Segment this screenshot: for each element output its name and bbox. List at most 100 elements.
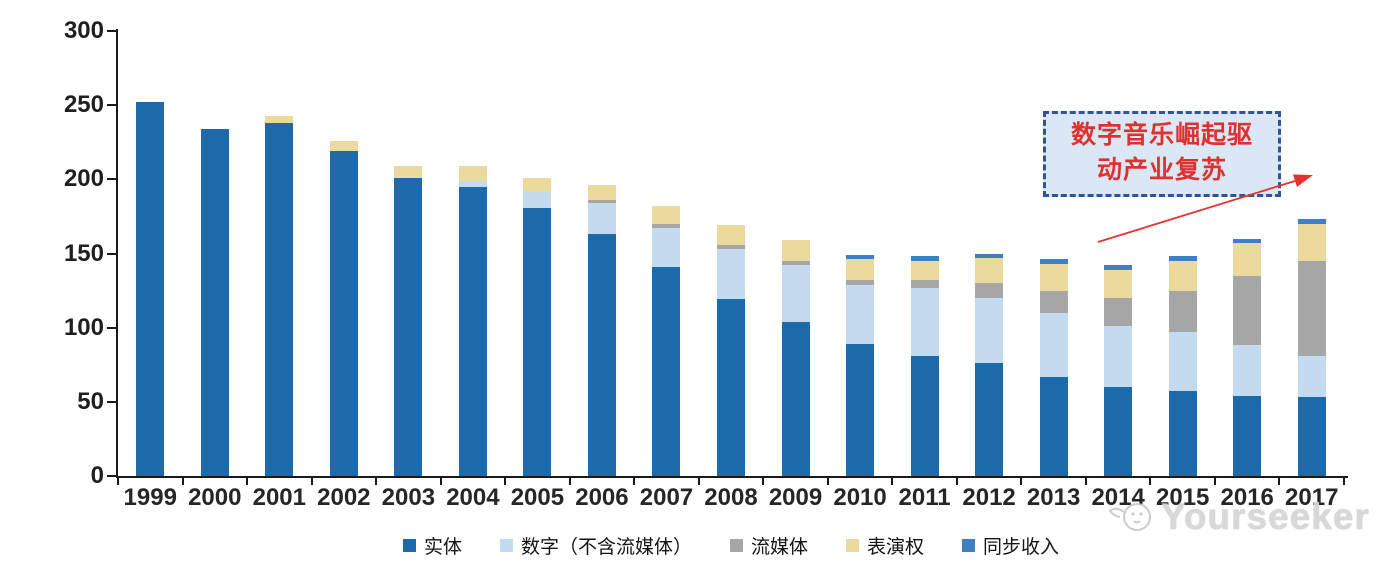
bar-segment (1039, 376, 1068, 476)
x-tick-mark (568, 478, 571, 485)
bar-segment (652, 228, 681, 267)
bar-segment (975, 257, 1004, 284)
bar-segment (394, 165, 423, 178)
bar-segment (1233, 345, 1262, 396)
bar-segment (1168, 256, 1197, 261)
legend-swatch (402, 539, 416, 552)
bar-segment (265, 122, 294, 476)
bar-segment (1233, 275, 1262, 346)
bar-segment (1233, 395, 1262, 476)
bar-segment (781, 265, 810, 322)
y-tick-mark (107, 252, 118, 255)
bar-segment (523, 207, 552, 476)
x-tick-mark (375, 478, 378, 485)
bar-segment (458, 180, 487, 187)
annotation-text-line1: 数字音乐崛起驱 (1070, 121, 1253, 149)
y-tick-mark (107, 326, 118, 329)
y-tick-label: 0 (90, 462, 104, 489)
bar-segment (265, 115, 294, 123)
bar-segment (717, 299, 745, 476)
x-axis-label: 2013 (1026, 484, 1081, 511)
x-tick-mark (1213, 478, 1216, 485)
bar-segment (652, 206, 681, 224)
bar-segment (1104, 326, 1133, 387)
x-axis-label: 2007 (639, 484, 694, 511)
x-tick-mark (891, 478, 894, 485)
x-tick-mark (310, 478, 313, 485)
bar-segment (200, 128, 229, 476)
bar-segment (1168, 391, 1197, 476)
legend-swatch (499, 539, 513, 552)
x-axis-label: 1999 (123, 484, 177, 511)
bar-segment (523, 177, 552, 192)
legend-label: 实体 (423, 537, 462, 558)
y-tick-label: 200 (63, 165, 104, 193)
bar-segment (846, 343, 875, 476)
bar-segment (1297, 219, 1326, 224)
bar-segment (587, 234, 616, 476)
bar-segment (1104, 269, 1133, 298)
legend-label: 数字（不含流媒体） (520, 537, 692, 558)
bar-segment (329, 140, 358, 152)
legend-item: 同步收入 (962, 532, 1059, 559)
bar-segment (846, 259, 875, 281)
y-tick-label: 150 (63, 239, 104, 267)
bar-segment (717, 225, 745, 245)
y-tick-label: 300 (63, 17, 104, 44)
bar-segment (1233, 243, 1262, 276)
x-axis-label: 2003 (381, 484, 436, 511)
x-axis-label: 2008 (704, 484, 758, 511)
bar-segment (846, 284, 875, 344)
x-tick-mark (1020, 478, 1023, 485)
legend-label: 同步收入 (983, 537, 1060, 558)
bar-segment (458, 186, 487, 476)
x-tick-mark (697, 478, 700, 485)
bar-segment (975, 363, 1004, 476)
y-tick-label: 100 (63, 313, 104, 341)
yourseeker-logo-icon (1108, 503, 1151, 531)
x-tick-mark (181, 478, 184, 485)
bar-segment (975, 298, 1004, 364)
x-axis-label: 2005 (510, 484, 565, 511)
x-axis-label: 2014 (1091, 484, 1145, 511)
legend-label: 流媒体 (750, 537, 808, 558)
bar-segment (329, 151, 358, 476)
y-tick-mark (107, 400, 118, 403)
bar-segment (1297, 260, 1326, 356)
legend-label: 表演权 (867, 537, 925, 558)
bar-segment (1039, 290, 1068, 313)
bar-segment (1168, 260, 1197, 291)
bar-segment (717, 244, 745, 250)
bar-segment (458, 165, 487, 181)
annotation-callout: 数字音乐崛起驱 动产业复苏 (1043, 111, 1281, 197)
bar-segment (975, 253, 1004, 258)
bar-segment (717, 249, 745, 300)
annotation-text-line2: 动产业复苏 (1096, 156, 1227, 184)
x-tick-mark (1343, 478, 1345, 485)
x-axis-label: 2012 (962, 484, 1016, 511)
bar-segment (1297, 223, 1326, 261)
x-axis-label: 2000 (188, 484, 242, 511)
bar-segment (975, 283, 1004, 298)
bar-segment (1039, 312, 1068, 377)
y-tick-mark (107, 178, 118, 181)
x-axis-label: 2016 (1220, 484, 1274, 511)
bar-segment (587, 185, 616, 201)
bar-segment (1233, 238, 1262, 244)
watermark: Yourseeker (1104, 496, 1370, 538)
x-tick-mark (955, 478, 958, 485)
y-tick-mark (107, 475, 118, 477)
y-tick-mark (107, 104, 118, 107)
bar-segment (846, 280, 875, 285)
bar-segment (1297, 355, 1326, 398)
bar-segment (910, 287, 939, 356)
bar-segment (1168, 332, 1197, 392)
x-tick-mark (1149, 478, 1152, 485)
bar-segment (781, 321, 810, 476)
bar-segment (1168, 290, 1197, 333)
bar-segment (587, 200, 616, 204)
bar-segment (781, 240, 810, 261)
x-axis-label: 2017 (1285, 484, 1339, 511)
x-axis-line (116, 476, 1348, 478)
x-axis-label: 2006 (575, 484, 629, 511)
